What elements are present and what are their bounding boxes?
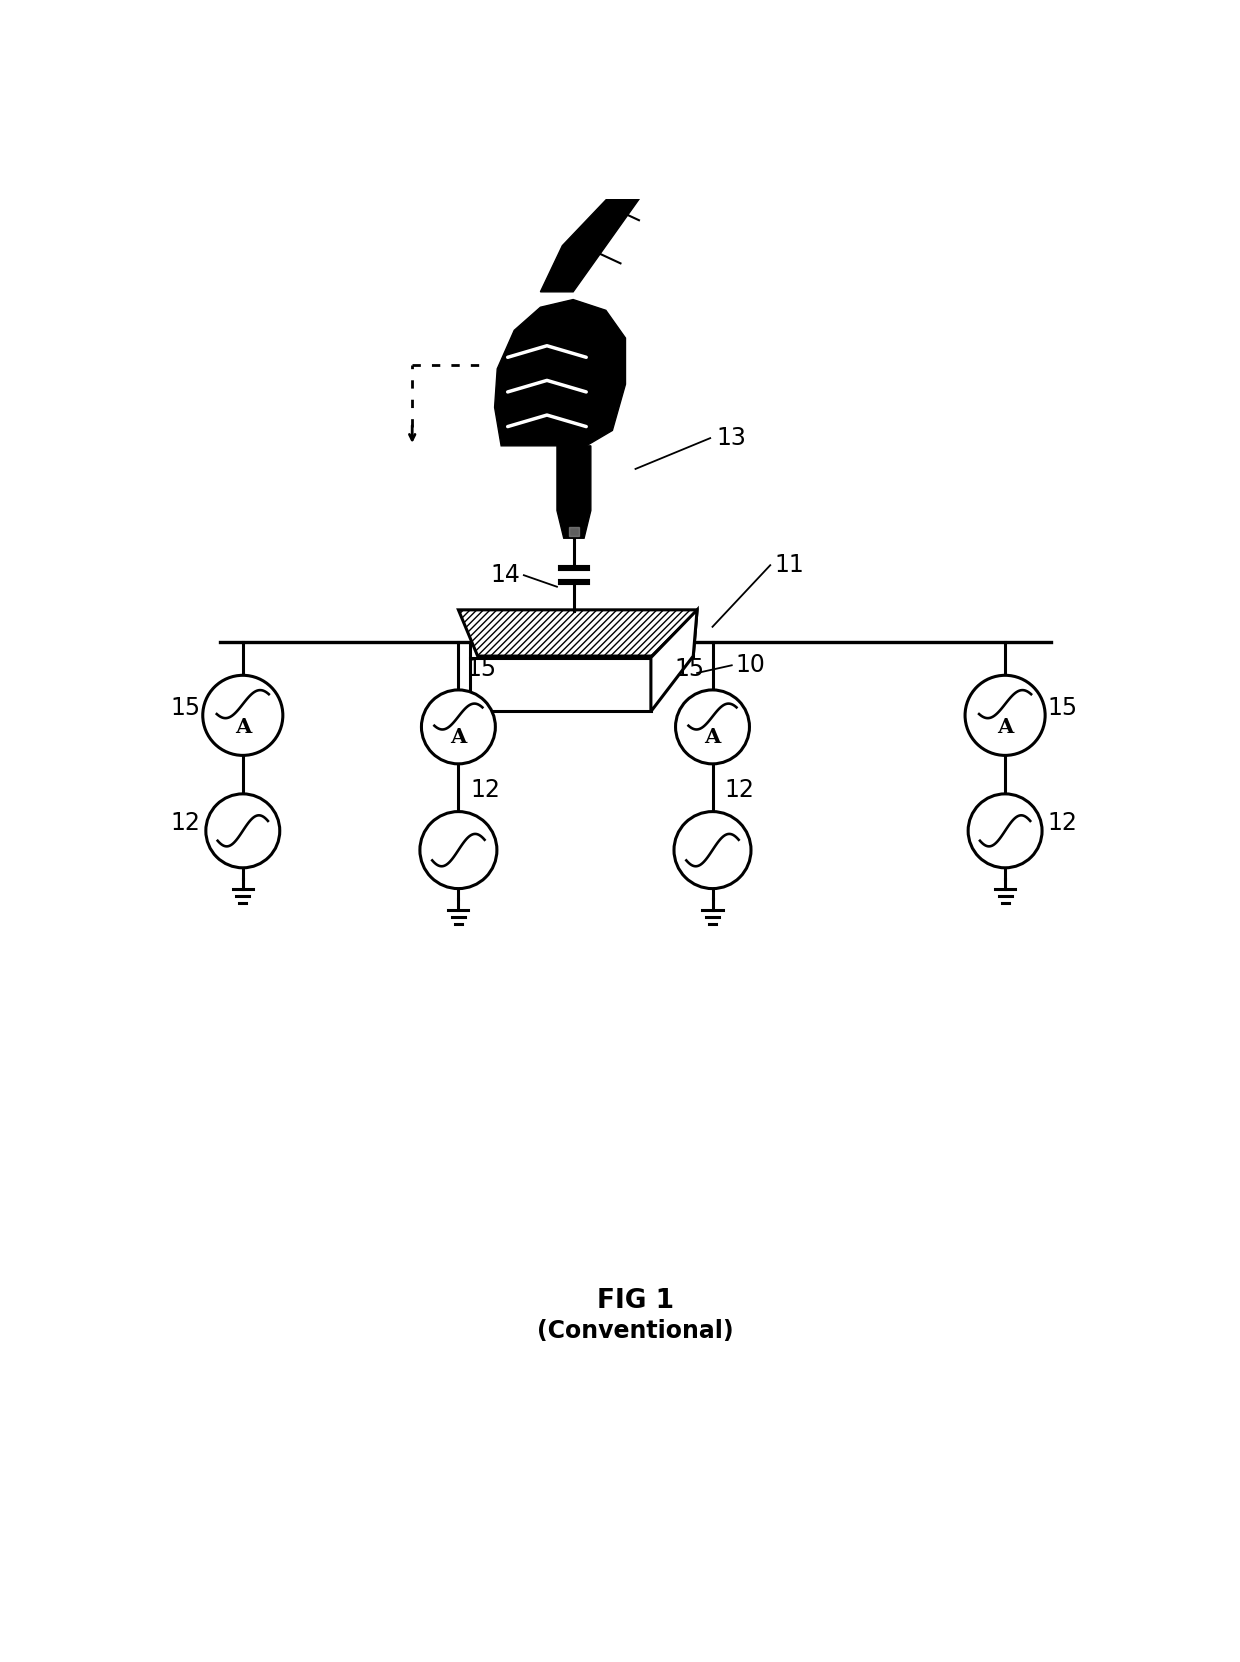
Polygon shape [651, 610, 697, 711]
Text: A: A [997, 716, 1013, 736]
Circle shape [965, 675, 1045, 756]
Text: 13: 13 [717, 425, 746, 450]
Circle shape [968, 794, 1042, 868]
Text: 15: 15 [466, 656, 496, 681]
Polygon shape [568, 527, 579, 535]
Text: 12: 12 [171, 811, 201, 834]
Text: 14: 14 [490, 563, 520, 587]
Text: 12: 12 [724, 778, 754, 803]
Text: 15: 15 [1048, 696, 1078, 720]
Text: 12: 12 [1048, 811, 1078, 834]
Circle shape [675, 811, 751, 889]
Bar [470, 658, 651, 711]
Polygon shape [459, 610, 697, 656]
Text: A: A [234, 716, 250, 736]
Text: (Conventional): (Conventional) [537, 1320, 734, 1343]
Circle shape [203, 675, 283, 756]
Polygon shape [495, 299, 625, 445]
Circle shape [206, 794, 280, 868]
Text: 15: 15 [170, 696, 201, 720]
Text: 10: 10 [735, 653, 765, 678]
Polygon shape [541, 0, 879, 293]
Polygon shape [557, 445, 590, 538]
Text: A: A [704, 728, 720, 748]
Circle shape [422, 690, 495, 765]
Text: 15: 15 [675, 656, 704, 681]
Text: FIG 1: FIG 1 [596, 1288, 675, 1313]
Circle shape [420, 811, 497, 889]
Circle shape [676, 690, 749, 765]
Text: 12: 12 [470, 778, 500, 803]
Text: A: A [450, 728, 466, 748]
Text: 11: 11 [774, 553, 804, 577]
